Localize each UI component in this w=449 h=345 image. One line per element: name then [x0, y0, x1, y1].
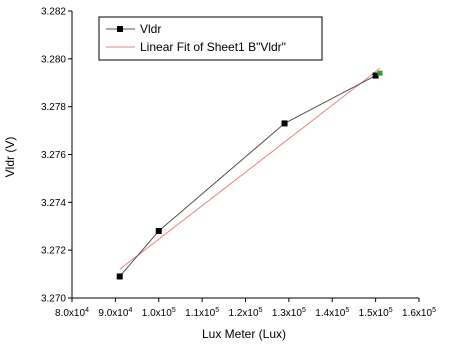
x-ticks: 8.0x104 9.0x104 1.0x105 1.1x105 1.2x105 1.3x1… — [55, 298, 436, 319]
y-tick-label: 3.272 — [41, 246, 66, 257]
y-ticks: 3.270 3.272 3.274 3.276 3.278 3.280 3.282 — [41, 7, 72, 305]
y-axis-title: Vldr (V) — [3, 137, 17, 178]
legend: Vldr Linear Fit of Sheet1 B"Vldr" — [98, 16, 323, 61]
y-tick-label: 3.274 — [41, 198, 66, 209]
y-tick-label: 3.280 — [41, 54, 66, 65]
x-tick-label: 1.6x105 — [402, 307, 436, 319]
x-axis-title: Lux Meter (Lux) — [202, 327, 286, 341]
vldr-data-point — [281, 120, 288, 127]
y-tick-label: 3.276 — [41, 150, 66, 161]
x-tick-label: 1.1x105 — [185, 307, 219, 319]
legend-label-vldr: Vldr — [140, 22, 161, 36]
legend-label-fit: Linear Fit of Sheet1 B"Vldr" — [140, 40, 286, 54]
legend-box — [98, 16, 323, 61]
vldr-data-point — [372, 72, 379, 79]
extra-data-point — [377, 70, 383, 76]
vldr-data-point — [155, 228, 162, 235]
y-tick-label: 3.282 — [41, 7, 66, 18]
linear-fit-line — [119, 68, 381, 270]
y-tick-label: 3.270 — [41, 294, 66, 305]
series-layer — [116, 68, 383, 280]
vldr-data-point — [116, 273, 123, 280]
vldr-series-line — [119, 75, 376, 277]
x-tick-label: 8.0x104 — [55, 307, 89, 319]
x-tick-label: 1.4x105 — [315, 307, 349, 319]
x-tick-label: 1.2x105 — [229, 307, 263, 319]
legend-swatch-marker-vldr — [117, 26, 123, 32]
x-tick-label: 1.5x105 — [359, 307, 393, 319]
x-tick-label: 1.3x105 — [272, 307, 306, 319]
x-tick-label: 9.0x104 — [98, 307, 132, 319]
y-tick-label: 3.278 — [41, 102, 66, 113]
x-tick-label: 1.0x105 — [142, 307, 176, 319]
